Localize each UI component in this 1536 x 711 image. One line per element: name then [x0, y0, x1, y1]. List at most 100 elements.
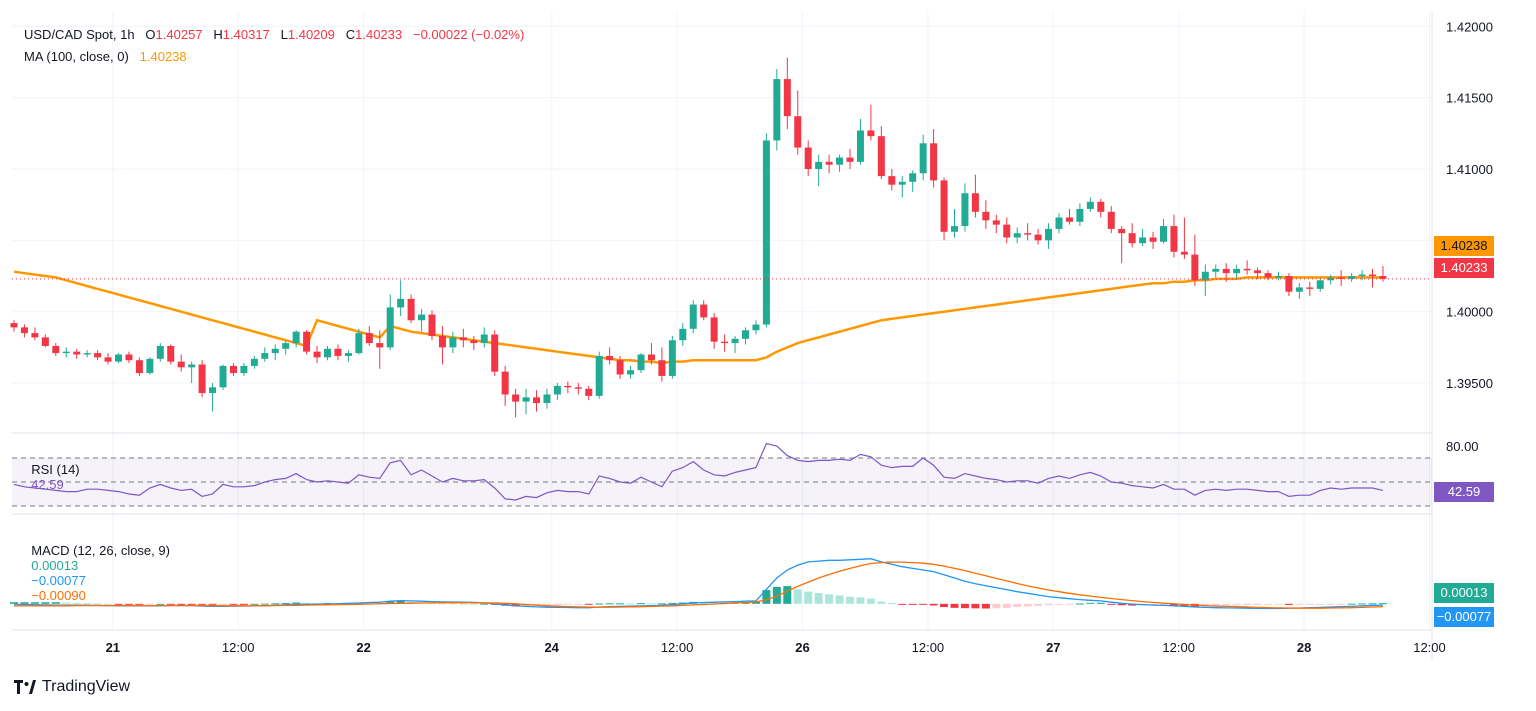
candle-body	[1191, 254, 1199, 281]
candle-body	[271, 348, 279, 354]
candle-body	[94, 353, 102, 358]
time-tick-label: 26	[795, 640, 809, 655]
macd-histogram-bar	[908, 603, 917, 605]
candle-body	[292, 331, 300, 344]
candle-body	[470, 340, 478, 344]
candle-body	[888, 176, 896, 185]
macd-histogram-bar	[929, 603, 938, 606]
macd-histogram-bar	[1055, 603, 1063, 605]
macd-histogram-bar	[846, 596, 854, 604]
candle-body	[1201, 271, 1209, 281]
macd-histogram-bar	[187, 603, 196, 605]
brand-name: TradingView	[42, 678, 131, 695]
candle-body	[867, 130, 875, 137]
candle-body	[637, 354, 645, 371]
macd-signal-line	[14, 561, 1383, 609]
macd-histogram-bar	[919, 603, 928, 605]
candle-body	[522, 397, 530, 402]
time-tick-label: 12:00	[1162, 640, 1195, 655]
macd-histogram-bar	[459, 603, 468, 605]
candle-body	[41, 337, 49, 346]
candle-body	[1024, 233, 1032, 235]
macd-histogram-bar	[93, 603, 102, 605]
macd-histogram-bar	[156, 603, 165, 605]
candle-body	[1379, 276, 1387, 279]
macd-histogram-bar	[1222, 603, 1231, 606]
ma-legend-row: MA (100, close, 0) 1.40238	[24, 46, 524, 68]
candle-body	[825, 161, 833, 165]
candle-body	[83, 353, 91, 355]
macd-histogram-bar	[657, 603, 666, 605]
rsi-legend: RSI (14) 42.59	[24, 447, 87, 492]
candle-body	[1118, 228, 1126, 234]
time-tick-label: 12:00	[912, 640, 945, 655]
macd-histogram-bar	[762, 590, 771, 604]
candle-body	[919, 143, 927, 174]
rsi-label[interactable]: RSI (14)	[31, 462, 80, 477]
open-label: O	[145, 27, 156, 42]
candle-body	[606, 355, 614, 361]
macd-histogram-bar	[751, 601, 760, 604]
macd-histogram-bar	[1378, 603, 1387, 605]
tradingview-logo-icon	[14, 680, 36, 694]
candle-body	[564, 385, 572, 388]
tradingview-logo[interactable]: TradingView	[14, 678, 130, 696]
candle-body	[982, 211, 990, 221]
price-tick-label: 1.40000	[1446, 305, 1493, 320]
macd-histogram-bar	[20, 602, 29, 604]
ma-label[interactable]: MA (100, close, 0)	[24, 49, 129, 64]
macd-histogram-bar	[710, 602, 719, 604]
macd-histogram-bar	[783, 586, 792, 604]
ma-price-tag: 1.40238	[1434, 236, 1494, 256]
candle-body	[209, 387, 217, 394]
macd-histogram-bar	[992, 603, 1001, 609]
candle-body	[20, 327, 28, 334]
candle-body	[449, 337, 457, 348]
macd-histogram-bar	[981, 603, 990, 609]
macd-hist-tag: 0.00013	[1434, 583, 1494, 603]
time-axis[interactable]: 21 12:00 22 24 12:00 26 12:00 27 12:00 28 12:00	[106, 640, 1446, 655]
candle-body	[365, 333, 373, 344]
candle-body	[1076, 208, 1084, 222]
candle-body	[679, 328, 687, 341]
candle-body	[1212, 268, 1220, 272]
candle-body	[386, 307, 394, 348]
candle-body	[1327, 277, 1335, 281]
candle-body	[135, 360, 143, 374]
candle-body	[961, 193, 969, 227]
macd-line-value: −0.00077	[31, 573, 86, 588]
candle-body	[1003, 224, 1011, 238]
macd-histogram-bar	[1232, 603, 1241, 606]
candle-body	[783, 79, 791, 117]
candle-body	[1170, 226, 1178, 252]
macd-histogram-bar	[281, 603, 290, 605]
candle-body	[1358, 274, 1366, 277]
candle-body	[1045, 228, 1053, 241]
candle-body	[512, 394, 520, 402]
time-tick-label: 27	[1046, 640, 1060, 655]
macd-histogram-bar	[1337, 603, 1346, 605]
candle-body	[1285, 276, 1293, 292]
candle-body	[418, 314, 426, 321]
candle-body	[459, 337, 467, 341]
candle-body	[1274, 276, 1282, 278]
macd-histogram-bar	[1034, 603, 1043, 606]
candle-body	[1233, 268, 1241, 274]
candle-body	[10, 323, 18, 328]
rsi-tick-label: 80.00	[1446, 439, 1479, 454]
candle-body	[909, 173, 917, 182]
candle-body	[815, 161, 823, 169]
macd-histogram-bar	[135, 603, 144, 605]
macd-histogram-bar	[1284, 603, 1293, 605]
candle-body	[1065, 217, 1073, 222]
candle-body	[480, 334, 488, 344]
symbol-label[interactable]: USD/CAD Spot, 1h	[24, 27, 135, 42]
candle-body	[836, 157, 844, 165]
macd-histogram-bar	[1107, 603, 1116, 605]
candle-body	[324, 348, 331, 358]
candle-body	[856, 130, 864, 162]
macd-label[interactable]: MACD (12, 26, close, 9)	[31, 543, 170, 558]
candle-body	[177, 361, 185, 368]
macd-histogram-bar	[1253, 603, 1262, 605]
